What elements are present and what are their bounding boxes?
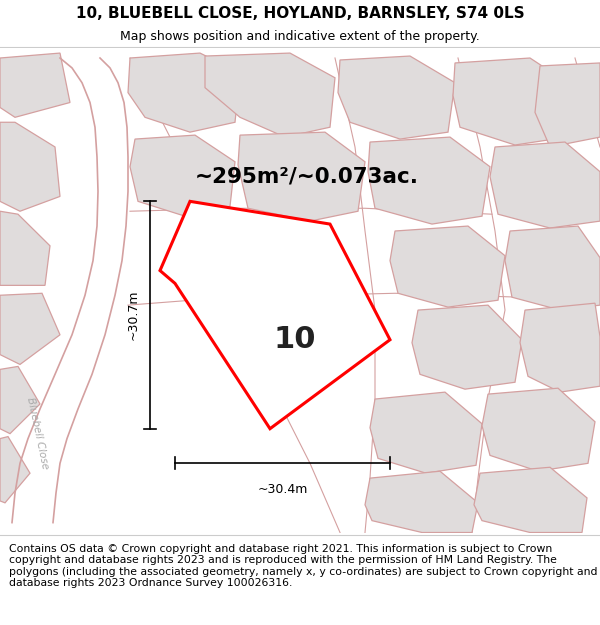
Text: ~295m²/~0.073ac.: ~295m²/~0.073ac. (195, 167, 419, 187)
Polygon shape (482, 388, 595, 471)
Polygon shape (238, 132, 365, 221)
Polygon shape (205, 53, 335, 137)
Text: 10, BLUEBELL CLOSE, HOYLAND, BARNSLEY, S74 0LS: 10, BLUEBELL CLOSE, HOYLAND, BARNSLEY, S… (76, 6, 524, 21)
Polygon shape (505, 226, 600, 310)
Polygon shape (535, 63, 600, 147)
Polygon shape (412, 305, 522, 389)
Polygon shape (160, 201, 390, 429)
Polygon shape (0, 437, 30, 503)
Polygon shape (130, 135, 235, 216)
Polygon shape (365, 471, 478, 532)
Polygon shape (368, 137, 490, 224)
Text: Bluebell Close: Bluebell Close (25, 397, 50, 471)
Text: ~30.4m: ~30.4m (257, 483, 308, 496)
Text: Contains OS data © Crown copyright and database right 2021. This information is : Contains OS data © Crown copyright and d… (9, 544, 598, 588)
Polygon shape (453, 58, 575, 145)
Polygon shape (490, 142, 600, 228)
Text: ~30.7m: ~30.7m (127, 290, 140, 340)
Polygon shape (0, 53, 70, 118)
Polygon shape (0, 366, 40, 434)
Text: Map shows position and indicative extent of the property.: Map shows position and indicative extent… (120, 29, 480, 42)
Polygon shape (0, 293, 60, 364)
Polygon shape (338, 56, 455, 139)
Polygon shape (0, 211, 50, 286)
Polygon shape (0, 122, 60, 211)
Text: 10: 10 (274, 325, 316, 354)
Polygon shape (520, 303, 600, 392)
Polygon shape (370, 392, 482, 473)
Polygon shape (128, 53, 240, 132)
Polygon shape (474, 468, 587, 532)
Polygon shape (390, 226, 505, 307)
